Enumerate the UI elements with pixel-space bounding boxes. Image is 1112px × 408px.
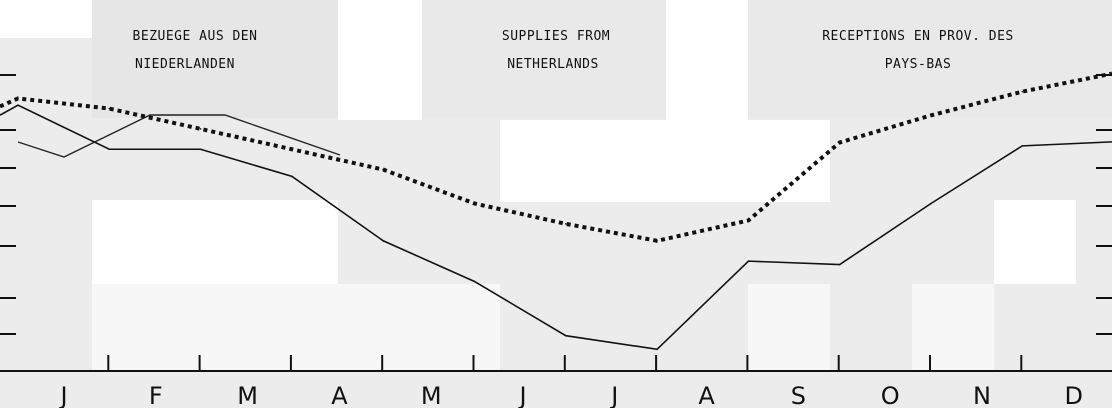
series-0-point (17, 97, 19, 100)
x-label-month: S (791, 382, 806, 408)
series-1-point (565, 334, 567, 337)
series-solid-line (0, 104, 1112, 351)
title-de-line2: NIEDERLANDEN (135, 57, 235, 72)
series-1-point (747, 260, 750, 262)
series-0-point (838, 141, 841, 144)
series-1-point (473, 280, 476, 283)
series-1-point (656, 348, 658, 351)
x-label-month: M (237, 382, 258, 408)
x-label-month: D (1065, 382, 1083, 408)
x-label-month: N (973, 382, 991, 408)
series-1-point (382, 239, 385, 242)
series-0-point (473, 202, 476, 205)
series-0-point (199, 128, 202, 130)
series-1-point (838, 263, 841, 266)
chart-titles: BEZUEGE AUS DEN NIEDERLANDEN SUPPLIES FR… (133, 29, 1014, 72)
x-label-month: J (58, 382, 67, 408)
series-0-point (108, 107, 111, 110)
x-ticks (107, 355, 1023, 371)
series-1-point (199, 148, 202, 151)
x-label-month: M (421, 382, 442, 408)
series-0-point (930, 114, 932, 117)
series-0-point (1021, 90, 1024, 93)
title-de-line1: BEZUEGE AUS DEN (133, 29, 258, 44)
x-label-month: A (698, 382, 715, 408)
x-label-month: A (331, 382, 348, 408)
series-0-point (656, 239, 658, 242)
series-0-point (747, 219, 750, 222)
series-dotted-line (0, 71, 1112, 243)
series-thin-overlay (17, 114, 341, 158)
series-1-point (1021, 145, 1024, 147)
series-0-point (565, 223, 567, 225)
series-0-point (291, 148, 293, 151)
series-1-point (930, 202, 932, 205)
x-label-month: J (517, 382, 526, 408)
series-layer (0, 71, 1112, 351)
series-1-point (17, 104, 19, 106)
x-label-month: J (609, 382, 618, 408)
title-fr-line1: RECEPTIONS EN PROV. DES (822, 29, 1014, 44)
x-label-month: F (149, 382, 163, 408)
x-label-month: O (881, 382, 900, 408)
y-ticks (0, 74, 1112, 335)
title-fr-line2: PAYS-BAS (885, 57, 952, 72)
title-en-line2: NETHERLANDS (507, 57, 599, 72)
title-en-line1: SUPPLIES FROM (502, 29, 610, 44)
series-1-point (291, 175, 293, 178)
series-0-point (382, 168, 385, 171)
series-1-point (108, 148, 111, 151)
